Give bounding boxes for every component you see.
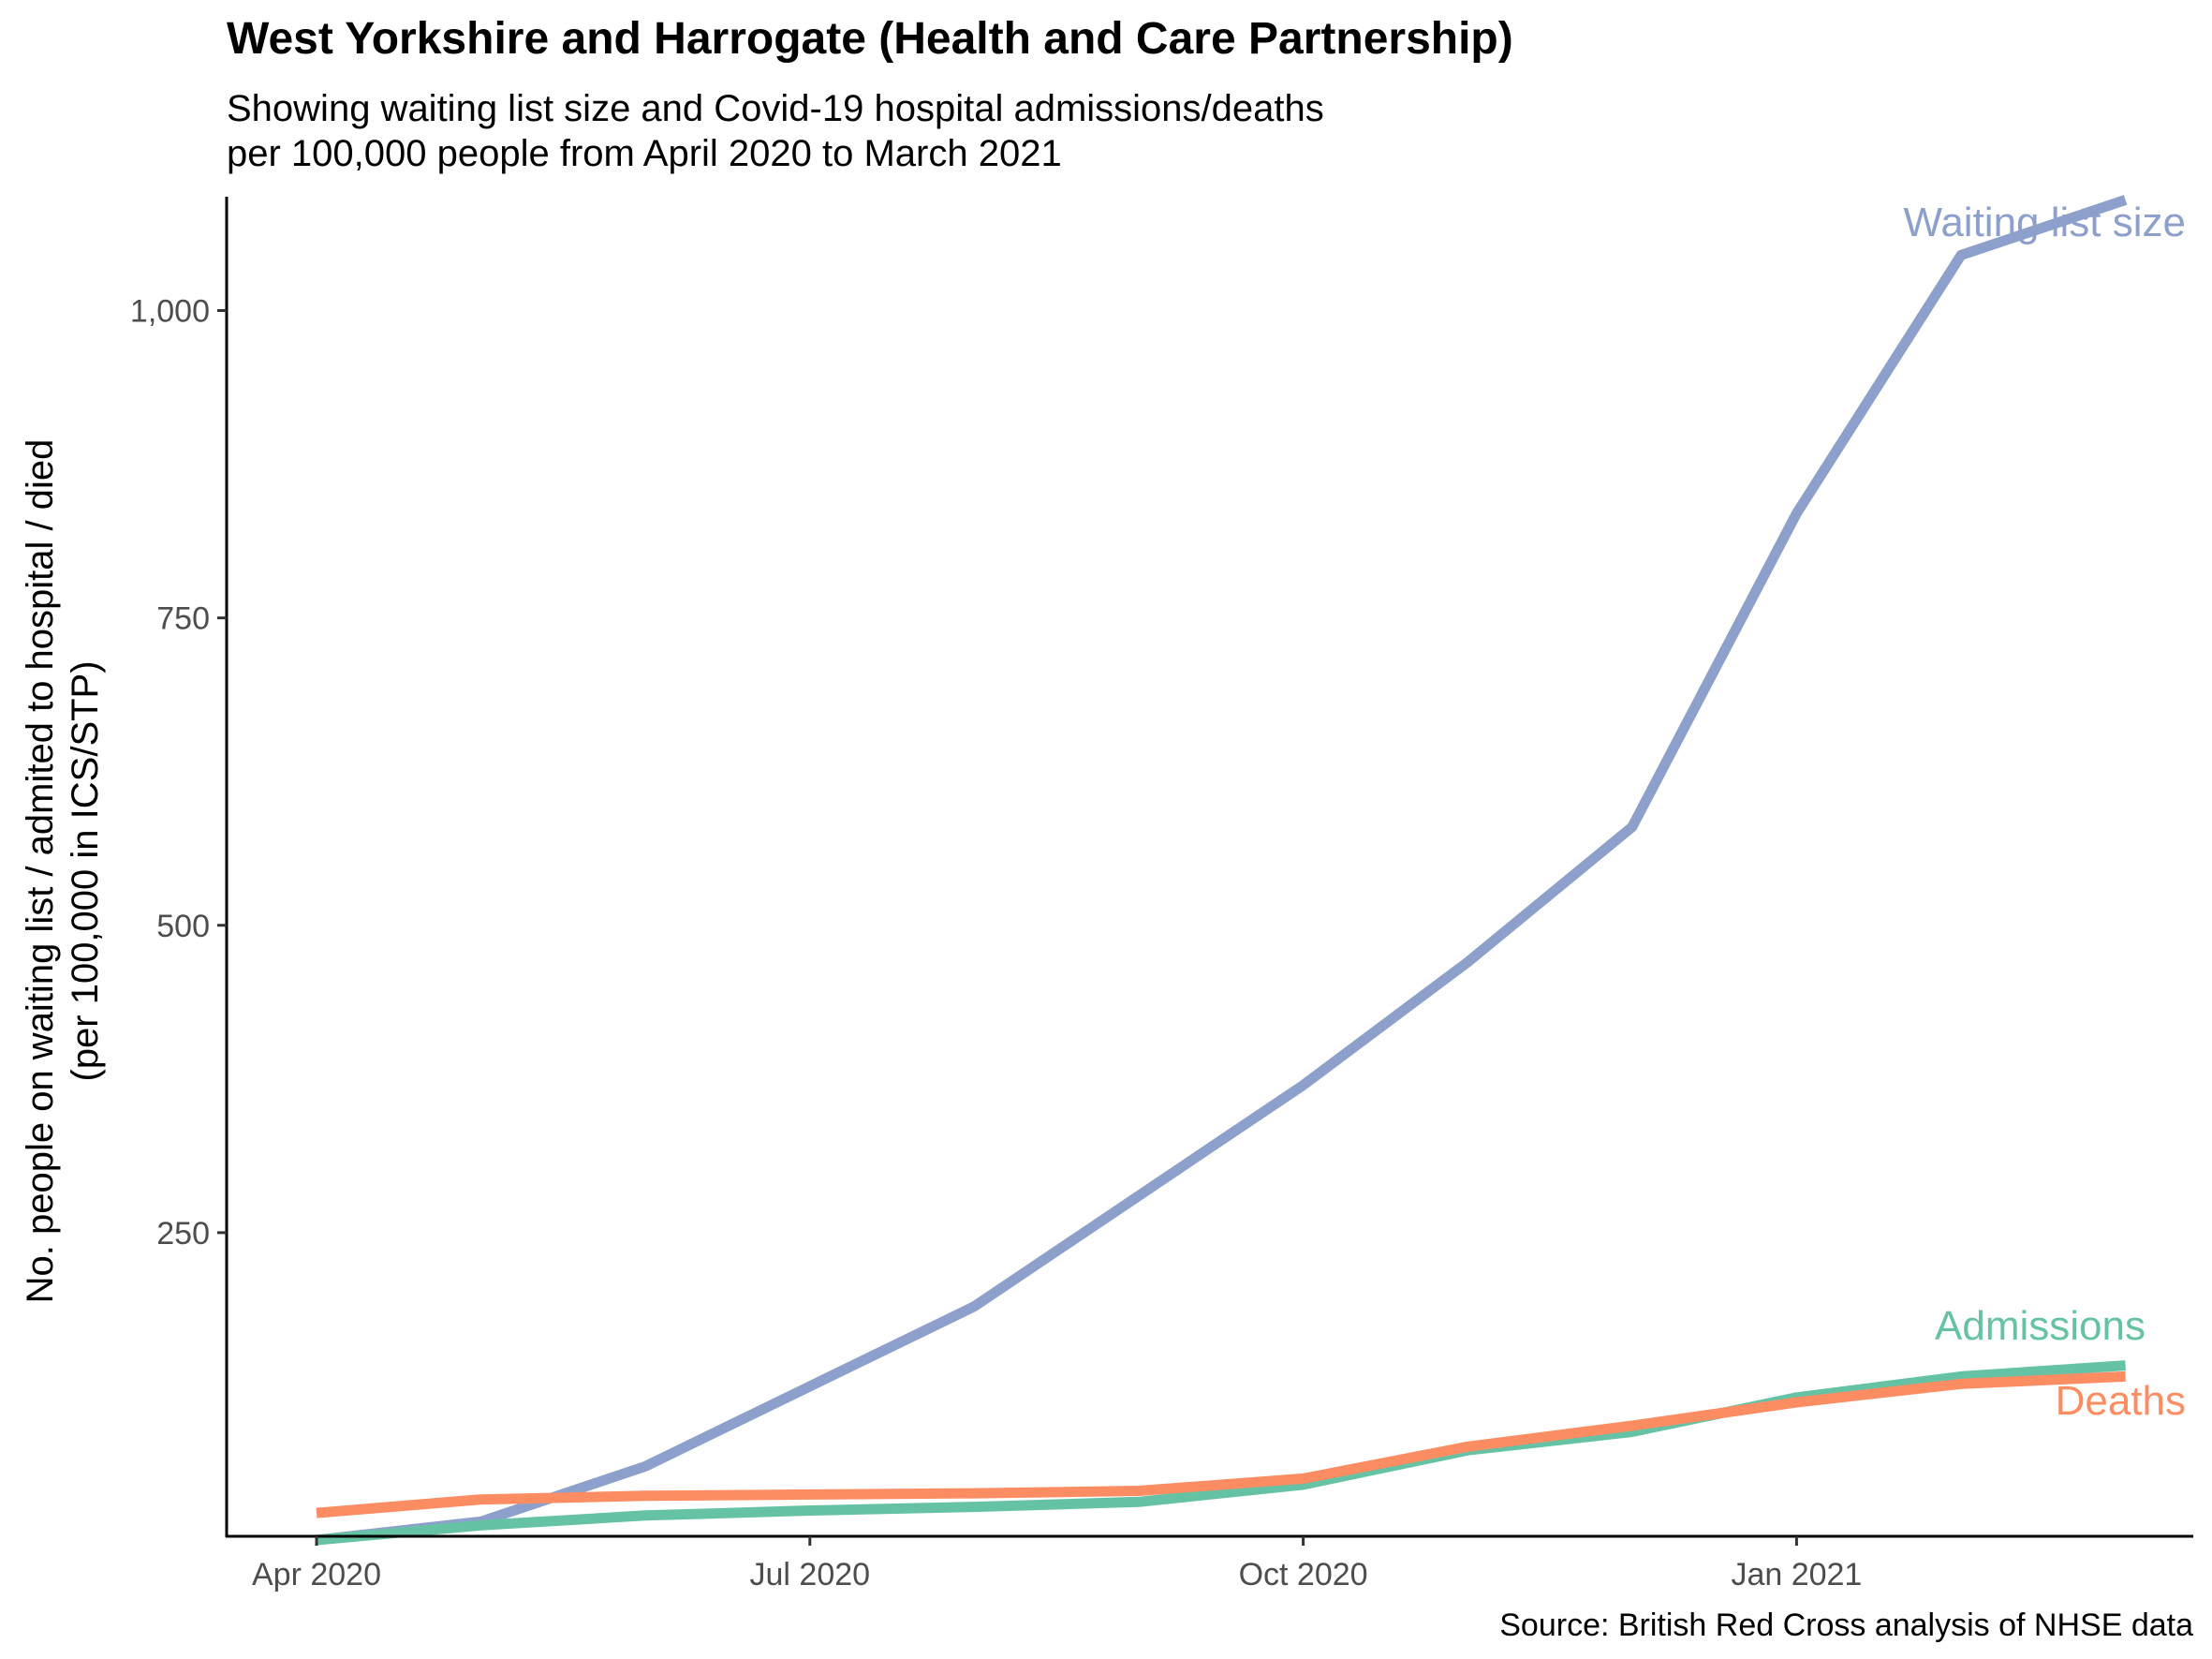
chart-subtitle: Showing waiting list size and Covid-19 h… <box>227 86 1324 176</box>
y-axis-title: No. people on waiting list / admited to … <box>20 439 106 1304</box>
source-caption: Source: British Red Cross analysis of NH… <box>1499 1607 2193 1643</box>
x-tick-label: Jan 2021 <box>1731 1557 1862 1592</box>
x-tick-label: Jul 2020 <box>750 1557 871 1592</box>
series-label-admissions: Admissions <box>1935 1303 2146 1349</box>
series-line-waiting-list-size <box>316 195 2128 1546</box>
y-tick-label: 1,000 <box>130 294 210 330</box>
series-label-deaths: Deaths <box>2056 1378 2186 1424</box>
series-line-deaths <box>316 1370 2126 1518</box>
x-tick-label: Oct 2020 <box>1239 1557 1368 1592</box>
x-tick-label: Apr 2020 <box>252 1557 381 1592</box>
y-axis-title-line-1: No. people on waiting list / admited to … <box>20 439 61 1304</box>
subtitle-line-1: Showing waiting list size and Covid-19 h… <box>227 88 1324 129</box>
subtitle-line-2: per 100,000 people from April 2020 to Ma… <box>227 133 1062 174</box>
y-tick-label: 250 <box>156 1216 210 1252</box>
series-line-admissions <box>316 1360 2126 1546</box>
y-tick-label: 750 <box>156 601 210 637</box>
y-axis-title-line-2: (per 100,000 in ICS/STP) <box>65 660 106 1081</box>
y-tick-label: 500 <box>156 909 210 944</box>
chart-title: West Yorkshire and Harrogate (Health and… <box>227 14 1513 64</box>
series-label-waiting-list-size: Waiting list size <box>1903 200 2186 245</box>
